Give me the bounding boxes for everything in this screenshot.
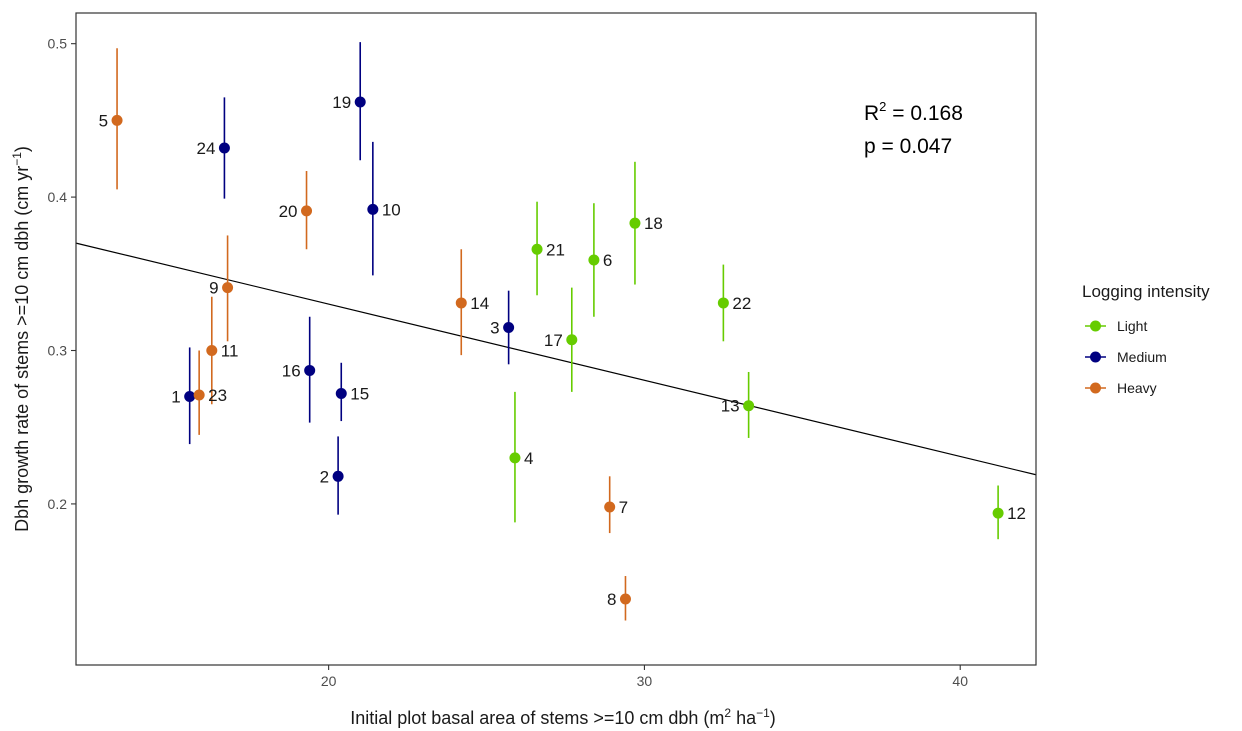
- data-point-7: [604, 501, 616, 513]
- data-point-23: [193, 389, 205, 401]
- data-point-13: [743, 400, 755, 412]
- point-label-13: 13: [721, 397, 740, 416]
- data-point-4: [509, 452, 521, 464]
- point-label-14: 14: [470, 294, 489, 313]
- point-label-15: 15: [350, 384, 369, 403]
- plot-panel-border: [75, 12, 1037, 666]
- r2-superscript: 2: [879, 99, 886, 114]
- point-label-21: 21: [546, 240, 565, 259]
- legend-marker-heavy: [1090, 382, 1101, 394]
- y-tick-label-1: 0.3: [48, 343, 68, 359]
- y-tick-label-3: 0.5: [48, 36, 68, 52]
- axis-layer: 20 30 40 0.2 0.3 0.4 0.5: [48, 36, 969, 689]
- point-label-1: 1: [171, 388, 180, 407]
- data-point-2: [332, 470, 344, 482]
- point-label-5: 5: [99, 111, 108, 130]
- x-tick-label-40: 40: [952, 673, 968, 689]
- point-label-16: 16: [282, 361, 301, 380]
- point-label-11: 11: [221, 342, 239, 361]
- point-label-19: 19: [332, 93, 351, 112]
- data-point-16: [304, 364, 316, 376]
- point-label-7: 7: [619, 498, 628, 517]
- point-label-24: 24: [196, 139, 215, 158]
- data-point-11: [206, 345, 218, 357]
- data-point-21: [531, 243, 543, 255]
- point-label-22: 22: [732, 294, 751, 313]
- y-axis-title: Dbh growth rate of stems >=10 cm dbh (cm…: [10, 146, 32, 532]
- r2-annotation: R2 = 0.168: [864, 99, 963, 125]
- data-point-12: [992, 507, 1004, 519]
- data-point-20: [301, 205, 313, 217]
- legend-label-medium: Medium: [1117, 349, 1167, 365]
- data-point-18: [629, 217, 641, 229]
- point-layer: [111, 96, 1004, 605]
- legend-label-light: Light: [1117, 318, 1147, 334]
- legend-label-heavy: Heavy: [1117, 380, 1157, 396]
- data-point-22: [717, 297, 729, 309]
- plot-background: [76, 13, 1036, 665]
- data-point-19: [354, 96, 366, 108]
- data-point-10: [367, 203, 379, 215]
- data-point-8: [619, 593, 631, 605]
- x-tick-label-30: 30: [637, 673, 653, 689]
- point-label-23: 23: [208, 386, 227, 405]
- data-point-3: [503, 321, 515, 333]
- data-point-17: [566, 334, 578, 346]
- data-point-5: [111, 114, 123, 126]
- point-label-2: 2: [320, 467, 329, 486]
- x-axis-title: Initial plot basal area of stems >=10 cm…: [350, 706, 776, 728]
- data-point-14: [455, 297, 467, 309]
- point-label-10: 10: [382, 200, 401, 219]
- point-label-12: 12: [1007, 504, 1026, 523]
- x-tick-label-20: 20: [321, 673, 337, 689]
- point-label-4: 4: [524, 449, 533, 468]
- legend: Logging intensity Light Medium Heavy: [1082, 282, 1210, 396]
- legend-title: Logging intensity: [1082, 282, 1210, 301]
- point-label-8: 8: [607, 590, 616, 609]
- data-point-24: [218, 142, 230, 154]
- point-label-20: 20: [279, 202, 298, 221]
- data-point-15: [335, 387, 347, 399]
- point-label-18: 18: [644, 214, 663, 233]
- p-value-annotation: p = 0.047: [864, 135, 952, 158]
- point-label-17: 17: [544, 331, 563, 350]
- regression-layer: [75, 242, 1037, 476]
- legend-marker-medium: [1090, 351, 1101, 363]
- data-point-9: [222, 282, 234, 294]
- y-tick-label-0: 0.2: [48, 496, 68, 512]
- legend-marker-light: [1090, 320, 1101, 332]
- point-label-3: 3: [490, 318, 499, 337]
- regression-line: [75, 242, 1037, 476]
- point-label-6: 6: [603, 251, 612, 270]
- y-tick-label-2: 0.4: [48, 189, 68, 205]
- data-point-6: [588, 254, 600, 266]
- data-point-1: [184, 391, 196, 403]
- point-label-9: 9: [209, 279, 218, 298]
